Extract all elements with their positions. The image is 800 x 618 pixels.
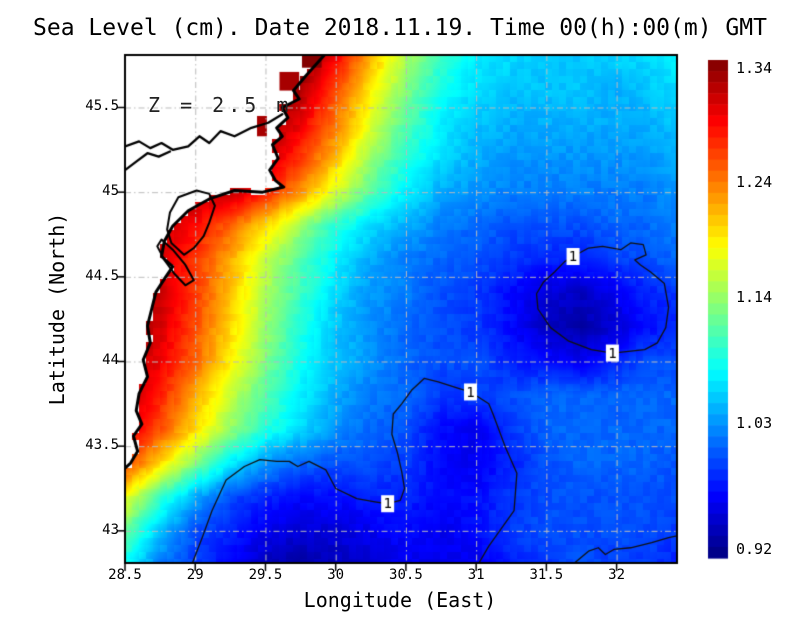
colorbar-tick-label: 1.24 bbox=[736, 173, 773, 192]
y-tick-label: 44.5 bbox=[85, 267, 119, 284]
x-tick-label: 29 bbox=[186, 567, 204, 583]
colorbar-tick-label: 1.34 bbox=[736, 59, 773, 77]
depth-annotation: Z = 2.5 m bbox=[148, 93, 293, 117]
x-tick-label: 31 bbox=[467, 567, 485, 583]
colorbar-tick-label: 1.14 bbox=[736, 287, 773, 306]
x-tick-label: 32 bbox=[608, 567, 626, 583]
colorbar-tick-label: 0.92 bbox=[736, 539, 773, 558]
x-tick-label: 29.5 bbox=[248, 567, 283, 583]
y-tick-label: 45.5 bbox=[85, 98, 119, 115]
x-tick-label: 28.5 bbox=[108, 567, 142, 583]
plot-title: Sea Level (cm). Date 2018.11.19. Time 00… bbox=[33, 15, 767, 41]
y-tick-label: 44 bbox=[102, 352, 119, 369]
y-axis-label: Latitude (North) bbox=[45, 212, 69, 406]
x-tick-label: 30.5 bbox=[389, 567, 423, 583]
colorbar-tick-label: 1.03 bbox=[736, 413, 773, 432]
y-tick-label: 43.5 bbox=[85, 437, 119, 454]
x-axis-label: Longitude (East) bbox=[303, 588, 497, 612]
y-tick-label: 45 bbox=[102, 183, 119, 200]
y-tick-label: 43 bbox=[102, 521, 119, 538]
x-tick-label: 31.5 bbox=[529, 567, 564, 583]
x-tick-label: 30 bbox=[327, 567, 345, 583]
